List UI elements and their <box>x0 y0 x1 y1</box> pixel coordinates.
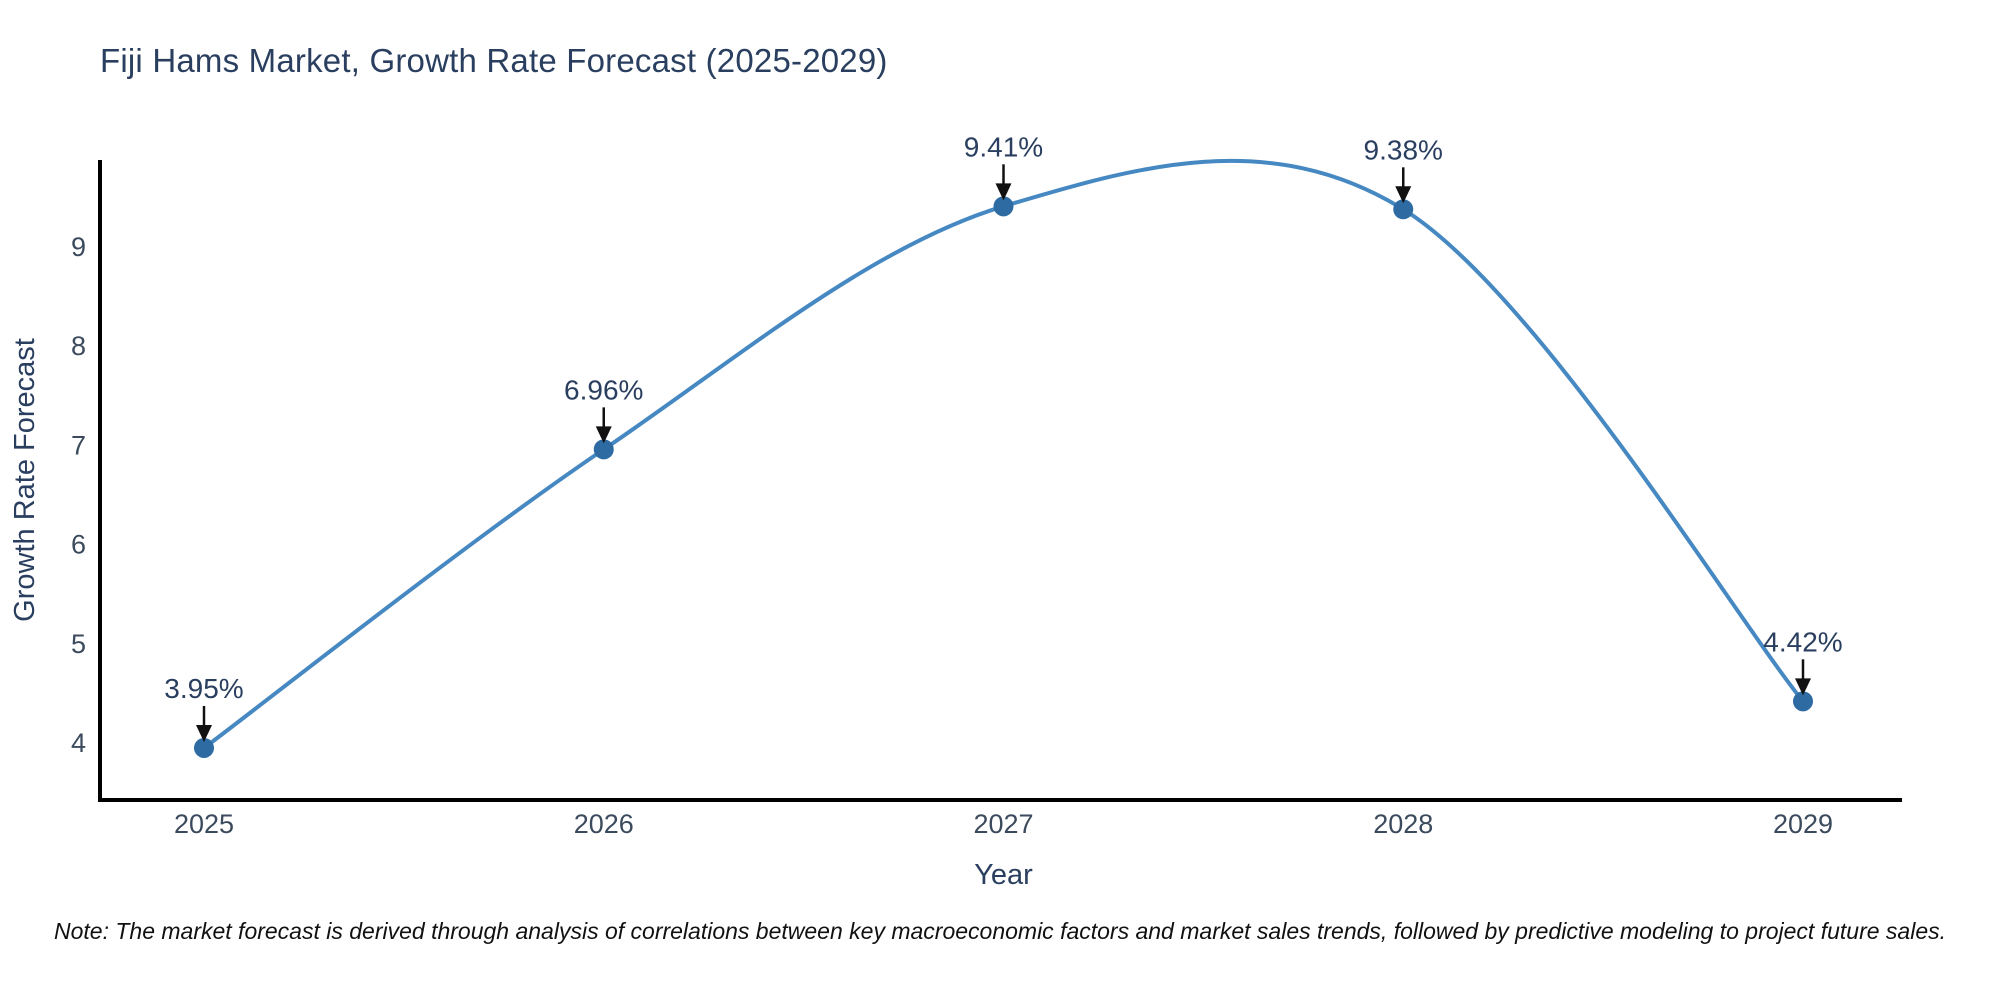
data-point-marker <box>194 737 214 758</box>
data-point-marker <box>1393 199 1414 220</box>
point-annotations: 3.95% 6.96% 9.41% 9.38% 4.42% <box>164 131 1843 742</box>
point-value-label: 4.42% <box>1763 626 1842 657</box>
annotation-arrow-head <box>1395 186 1412 204</box>
x-axis-title: Year <box>974 859 1033 891</box>
annotation-arrow-head <box>595 426 612 444</box>
annotation-arrow-head <box>995 183 1012 201</box>
axes <box>98 160 1902 802</box>
x-tick-label: 2029 <box>1773 809 1833 839</box>
forecast-spline-line <box>202 158 1805 750</box>
x-axis-ticks: 2025 2026 2027 2028 2029 <box>174 809 1833 839</box>
annotation-arrow-head <box>196 724 212 742</box>
y-tick-label: 4 <box>71 728 86 758</box>
y-tick-label: 7 <box>71 430 86 460</box>
chart-title: Fiji Hams Market, Growth Rate Forecast (… <box>100 42 888 79</box>
point-value-label: 6.96% <box>564 374 643 405</box>
data-points <box>194 196 1813 758</box>
annotation-arrow-head <box>1795 678 1811 696</box>
x-tick-label: 2027 <box>973 809 1033 839</box>
x-tick-label: 2025 <box>174 809 234 839</box>
chart-footnote: Note: The market forecast is derived thr… <box>53 918 1947 944</box>
y-axis-ticks: 4 5 6 7 8 9 <box>71 232 86 758</box>
y-tick-label: 6 <box>71 530 86 560</box>
y-tick-label: 5 <box>71 629 86 659</box>
y-tick-label: 9 <box>71 232 86 262</box>
data-point-marker <box>993 196 1014 217</box>
y-axis-title: Growth Rate Forecast <box>9 338 41 622</box>
point-value-label: 9.41% <box>964 131 1043 162</box>
point-value-label: 9.38% <box>1364 134 1443 165</box>
data-point-marker <box>593 439 614 460</box>
y-tick-label: 8 <box>71 331 86 361</box>
point-value-label: 3.95% <box>164 673 243 704</box>
x-tick-label: 2026 <box>574 809 634 839</box>
data-point-marker <box>1793 691 1813 712</box>
x-tick-label: 2028 <box>1373 809 1433 839</box>
